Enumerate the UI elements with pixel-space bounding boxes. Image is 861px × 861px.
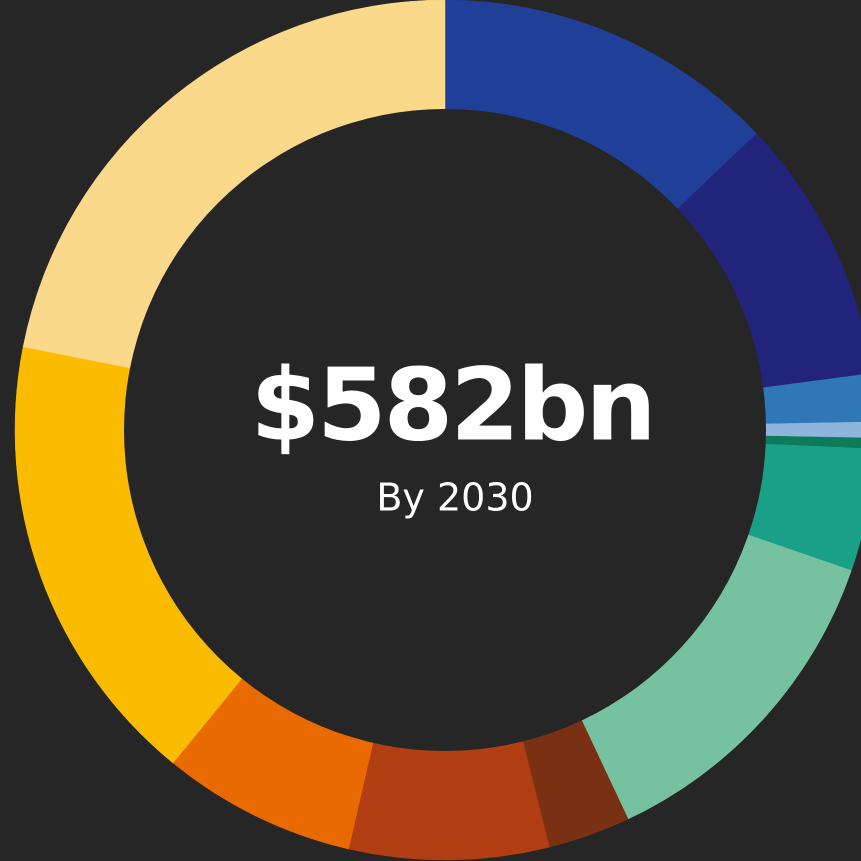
- center-value: $582bn: [250, 346, 653, 463]
- donut-slice: [764, 421, 861, 439]
- slices: [14, 0, 861, 861]
- donut-hole: [124, 109, 766, 751]
- center-subtitle: By 2030: [376, 476, 533, 520]
- donut-slice: [348, 740, 550, 861]
